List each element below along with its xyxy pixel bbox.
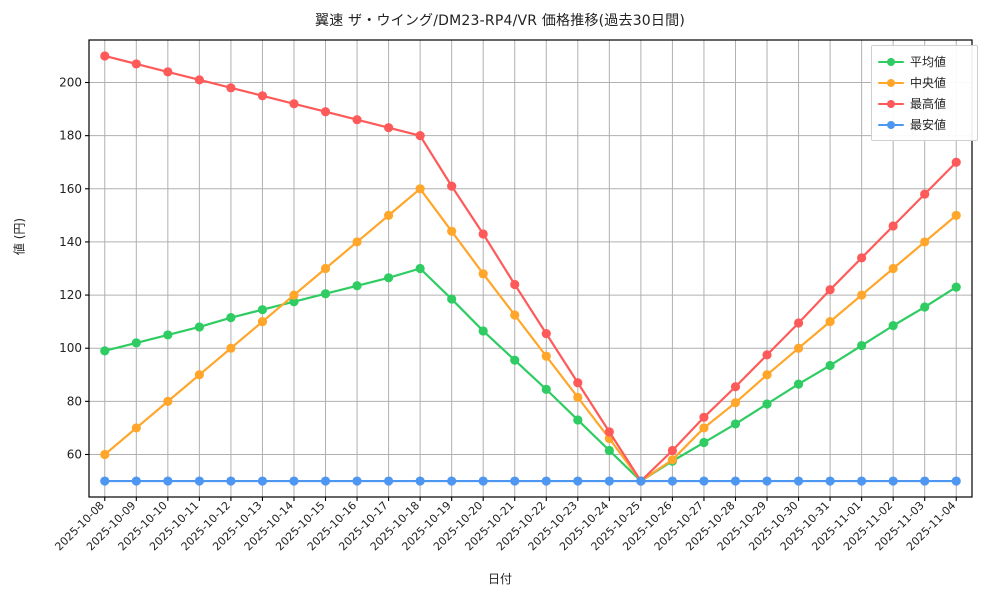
legend-label: 中央値 [910,76,947,90]
svg-text:80: 80 [67,394,82,408]
grid-lines [89,40,972,497]
legend-item-4[interactable]: 最安値 [878,114,971,135]
legend-item-3[interactable]: 最高値 [878,93,971,114]
axis-spines [88,39,973,498]
axis-ticks [85,81,957,501]
legend-item-2[interactable]: 中央値 [878,72,971,93]
svg-text:200: 200 [59,76,82,90]
plot-background [89,40,972,497]
legend-label: 最高値 [910,97,947,111]
series-最安値 [100,476,961,486]
svg-text:180: 180 [59,129,82,143]
legend-marker-icon [878,119,904,131]
x-tick-labels: 2025-10-082025-10-092025-10-102025-10-11… [52,499,958,553]
svg-text:160: 160 [59,182,82,196]
series-最高値 [100,51,961,486]
series-平均値 [100,263,961,486]
chart-legend: 平均値中央値最高値最安値 [871,45,978,141]
svg-text:100: 100 [59,341,82,355]
series-中央値 [100,184,961,486]
legend-marker-icon [878,56,904,68]
legend-marker-icon [878,98,904,110]
data-series [100,51,961,486]
legend-item-1[interactable]: 平均値 [878,51,971,72]
legend-label: 平均値 [910,55,947,69]
svg-text:140: 140 [59,235,82,249]
chart-title: 翼速 ザ・ウイング/DM23-RP4/VR 価格推移(過去30日間) [315,13,685,29]
svg-text:60: 60 [67,447,82,461]
x-axis-label: 日付 [487,572,512,586]
svg-text:120: 120 [59,288,82,302]
legend-label: 最安値 [910,118,947,132]
y-tick-labels: 60 80 100 120 140 160 180 200 [59,76,82,462]
legend-marker-icon [878,77,904,89]
